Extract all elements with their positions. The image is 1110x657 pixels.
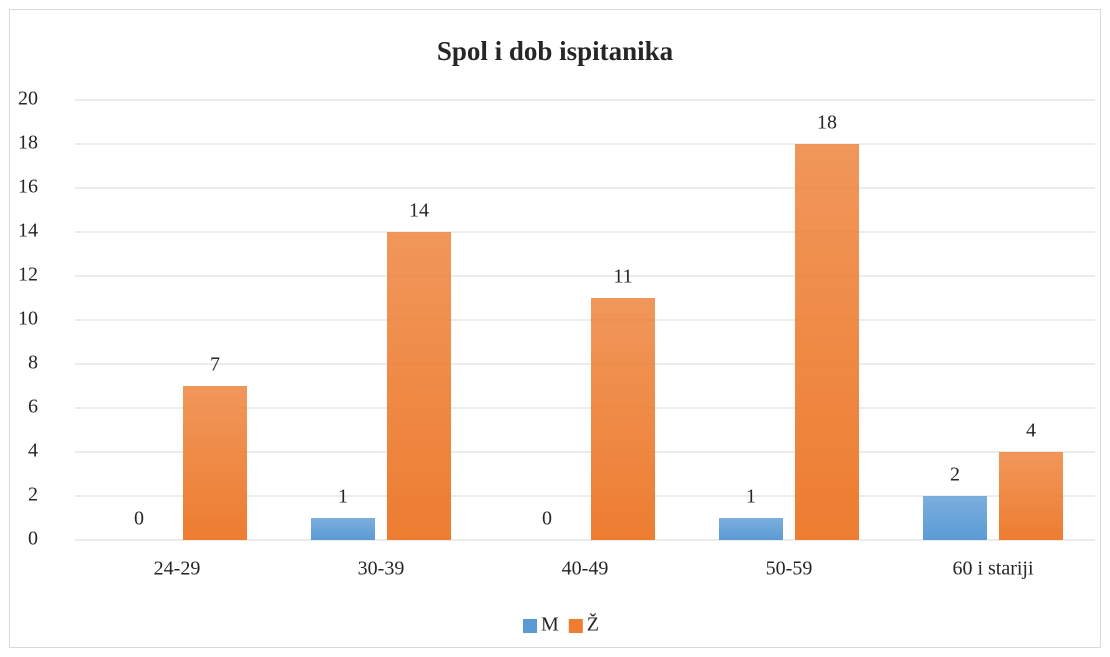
y-tick-label: 18 — [18, 132, 38, 154]
chart-title: Spol i dob ispitanika — [437, 36, 674, 66]
x-tick-label: 24-29 — [154, 558, 201, 580]
data-label: 1 — [338, 486, 348, 508]
chart-border — [9, 9, 1101, 648]
bar — [183, 386, 247, 540]
y-tick-label: 0 — [28, 528, 38, 550]
y-tick-label: 16 — [18, 176, 38, 198]
y-tick-label: 14 — [18, 220, 38, 242]
data-label: 1 — [746, 486, 756, 508]
legend-swatch — [568, 619, 583, 633]
bar — [719, 518, 783, 540]
data-label: 0 — [542, 508, 552, 530]
y-tick-label: 8 — [28, 352, 38, 374]
bar — [591, 298, 655, 540]
data-label: 4 — [1026, 420, 1036, 442]
bar — [387, 232, 451, 540]
bar — [923, 496, 987, 540]
x-tick-label: 60 i stariji — [952, 558, 1034, 580]
legend-label: Ž — [587, 613, 599, 636]
data-label: 7 — [210, 354, 220, 376]
legend-label: M — [541, 614, 559, 636]
data-label: 18 — [817, 112, 837, 134]
data-label: 0 — [134, 508, 144, 530]
y-tick-label: 4 — [28, 440, 38, 462]
data-label: 14 — [409, 200, 429, 222]
y-tick-label: 2 — [28, 484, 38, 506]
data-label: 11 — [613, 266, 632, 288]
x-tick-label: 50-59 — [766, 558, 813, 580]
x-tick-label: 40-49 — [562, 558, 609, 580]
data-label: 2 — [950, 464, 960, 486]
legend-swatch — [523, 619, 537, 633]
y-tick-label: 10 — [18, 308, 38, 330]
y-tick-label: 12 — [18, 264, 38, 286]
y-tick-label: 20 — [18, 88, 38, 110]
y-tick-label: 6 — [28, 396, 38, 418]
bar — [311, 518, 375, 540]
bar — [795, 144, 859, 540]
x-tick-label: 30-39 — [358, 558, 405, 580]
bar — [999, 452, 1063, 540]
